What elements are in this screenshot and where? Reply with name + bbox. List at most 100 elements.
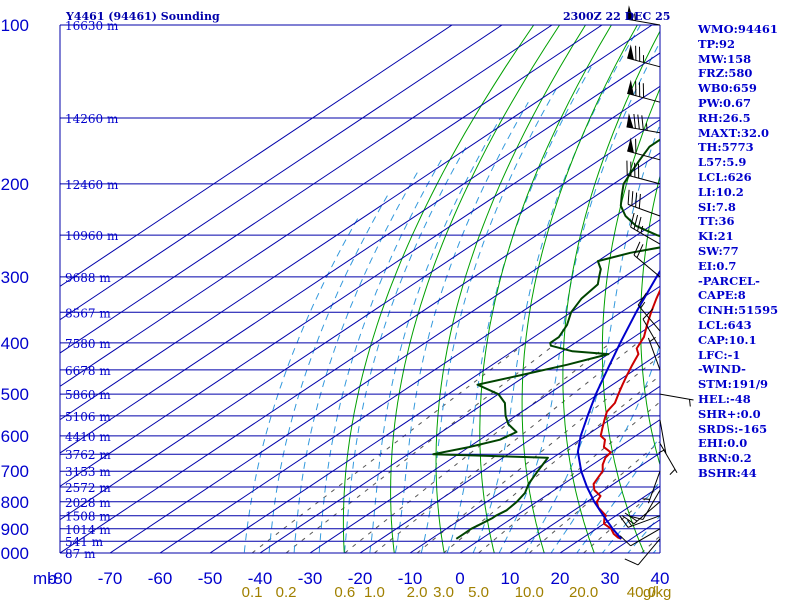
wind-barb — [619, 515, 661, 528]
height-label: 1508 m — [65, 510, 111, 524]
temperature-tick-label: 20 — [551, 569, 570, 588]
index-item: EHI:0.0 — [698, 436, 748, 451]
wind-barb-full — [637, 292, 647, 306]
wind-barb — [626, 160, 661, 185]
height-label: 9688 m — [65, 271, 111, 285]
wind-barb-full — [627, 189, 630, 205]
isotherm-line — [60, 25, 603, 387]
wind-barb — [630, 212, 661, 245]
wind-barb-staff — [626, 126, 661, 134]
index-item: EI:0.7 — [698, 258, 737, 273]
isotherm-line — [159, 219, 660, 553]
moist-adiabat-line — [343, 146, 467, 553]
wind-barb-full — [633, 241, 641, 256]
wind-barb — [627, 44, 661, 68]
wind-barb — [619, 528, 661, 547]
height-label: 7580 m — [65, 337, 111, 351]
height-label: 16630 m — [65, 19, 119, 33]
wind-barb — [627, 79, 661, 103]
wind-barb-full — [635, 192, 638, 208]
wind-barb-staff — [626, 18, 661, 26]
wind-barb-half — [642, 498, 650, 500]
wind-barb — [642, 471, 661, 504]
index-item: KI:21 — [698, 229, 734, 244]
moist-adiabat-line — [524, 123, 660, 553]
index-item: -PARCEL- — [698, 273, 760, 288]
parcel-profile — [576, 269, 660, 540]
index-item: TP:92 — [698, 36, 736, 51]
wind-barb-flag — [627, 44, 634, 60]
wind-barb-half — [634, 13, 636, 21]
pressure-tick-label: 100 — [1, 16, 29, 35]
wind-barb-full — [637, 216, 642, 232]
isotherm-line — [309, 319, 660, 553]
wind-barb-half — [627, 519, 633, 527]
moist-adiabat-line — [369, 117, 501, 553]
wind-barb-staff — [630, 226, 661, 245]
wind-barb-staff — [627, 174, 661, 185]
wind-barb-staff — [659, 393, 694, 401]
index-item: BRN:0.2 — [698, 451, 752, 466]
mixing-ratio-tick-label: 0.2 — [276, 584, 297, 600]
wind-barb-staff — [627, 515, 661, 528]
index-item: PW:0.67 — [698, 95, 752, 110]
dewpoint-profile — [432, 138, 660, 540]
wind-barb-full — [628, 515, 644, 520]
index-item: SW:77 — [698, 243, 739, 258]
temperature-tick-label: -20 — [348, 569, 373, 588]
isotherm-line — [60, 25, 503, 321]
isotherm-line — [509, 452, 660, 553]
mixing-ratio-tick-label: 3.0 — [433, 584, 454, 600]
index-item: CAP:10.1 — [698, 332, 757, 347]
wind-barb — [627, 189, 661, 217]
wind-barb-staff — [642, 489, 661, 520]
isotherm-line — [60, 152, 660, 553]
dry-adiabat-line — [479, 25, 612, 553]
index-item: SI:7.8 — [698, 199, 736, 214]
index-item: TH:5773 — [698, 140, 754, 155]
wind-barb-staff — [627, 203, 661, 217]
wind-barb — [626, 113, 661, 134]
pressure-tick-label: 600 — [1, 427, 29, 446]
index-item: MAXT:32.0 — [698, 125, 769, 140]
wind-barb-half — [640, 301, 646, 309]
dry-adiabat-line — [342, 25, 535, 553]
height-label: 5106 m — [65, 410, 111, 424]
sounding-profiles — [432, 138, 660, 540]
wind-barb-flag — [626, 113, 634, 129]
isotherm-line — [359, 352, 660, 553]
wind-barb-full — [641, 115, 644, 130]
dry-adiabat-line — [435, 25, 586, 553]
dry-adiabat-line — [390, 25, 561, 553]
pressure-tick-label: 1000 — [0, 544, 29, 563]
height-label: 5860 m — [65, 388, 111, 402]
isotherm-line — [60, 25, 453, 287]
temperature-tick-label: -50 — [198, 569, 223, 588]
moist-adiabat-line — [420, 84, 559, 553]
mixing-ratio-tick-label: 5.0 — [468, 584, 489, 600]
height-label: 6678 m — [65, 364, 111, 378]
wind-barb-staff — [633, 501, 661, 525]
wind-barb-staff — [637, 304, 661, 332]
isotherm-line — [109, 185, 660, 553]
wind-barb-full — [624, 512, 638, 522]
wind-barb-full — [638, 193, 641, 209]
wind-barb — [621, 501, 661, 525]
wind-barb-full — [642, 308, 654, 320]
temperature-tick-label: 40 — [651, 569, 670, 588]
pressure-tick-label: 500 — [1, 385, 29, 404]
moist-adiabat-line — [627, 515, 660, 553]
height-label: 541 m — [65, 535, 104, 549]
moist-adiabat-line — [498, 41, 660, 553]
temperature-tick-label: -40 — [248, 569, 273, 588]
isotherm-line — [60, 52, 660, 454]
wind-barb — [628, 489, 661, 520]
height-label: 8567 m — [65, 306, 111, 320]
isotherm-line — [60, 85, 660, 487]
index-item: WB0:659 — [698, 81, 757, 96]
index-item: WMO:94461 — [698, 22, 778, 36]
pressure-tick-label: 400 — [1, 334, 29, 353]
pressure-unit-label: mb — [33, 569, 57, 588]
wind-barb-full — [633, 214, 639, 230]
